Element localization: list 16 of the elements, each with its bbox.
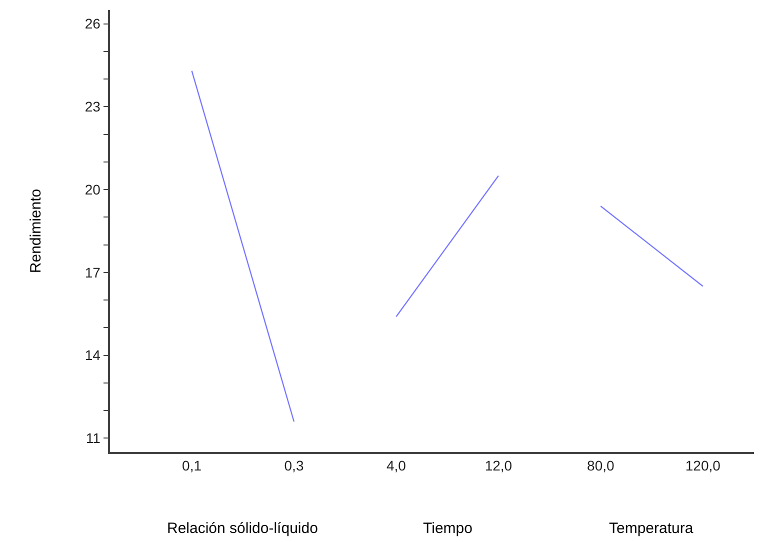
x-tick-label: 0,1 bbox=[182, 458, 202, 474]
text: Relación sólido-líquido bbox=[167, 520, 318, 537]
x-tick-label: 80,0 bbox=[587, 458, 615, 474]
y-tick-label: 20 bbox=[84, 181, 101, 198]
y-tick-label: 26 bbox=[84, 16, 101, 32]
y-tick-label: 11 bbox=[86, 430, 101, 446]
y-tick-label: 23 bbox=[84, 98, 101, 115]
text: Temperatura bbox=[609, 520, 694, 537]
x-tick-label: 4,0 bbox=[386, 458, 406, 474]
y-tick-label: 14 bbox=[84, 347, 101, 364]
x-tick-label: 0,3 bbox=[284, 458, 304, 474]
y-tick-label: 17 bbox=[84, 264, 101, 280]
x-tick-label: 120,0 bbox=[685, 458, 721, 474]
text: Tiempo bbox=[423, 520, 472, 537]
y-axis-title: Rendimiento bbox=[28, 188, 45, 274]
x-tick-label: 12,0 bbox=[484, 458, 512, 474]
